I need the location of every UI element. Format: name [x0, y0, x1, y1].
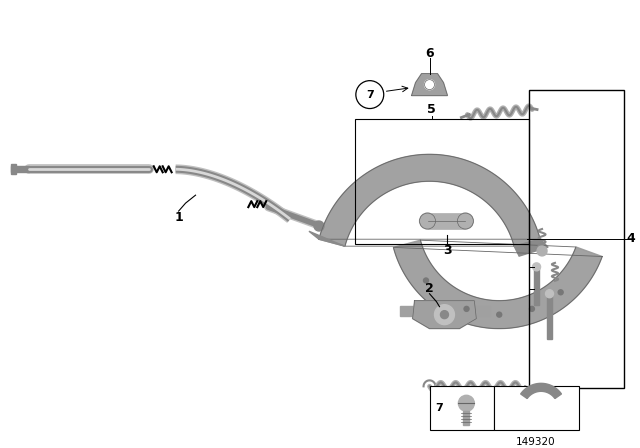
Circle shape — [545, 290, 554, 298]
Circle shape — [529, 306, 534, 311]
Polygon shape — [394, 240, 602, 328]
Bar — [12, 164, 16, 174]
Bar — [429, 386, 494, 430]
Bar — [547, 294, 552, 339]
Bar — [399, 306, 417, 316]
Bar — [12, 166, 29, 172]
Bar — [355, 120, 529, 244]
Circle shape — [532, 263, 541, 271]
Circle shape — [440, 310, 449, 319]
Polygon shape — [514, 239, 548, 256]
Polygon shape — [412, 73, 447, 95]
Text: 7: 7 — [436, 403, 444, 413]
Circle shape — [424, 80, 435, 90]
Circle shape — [458, 213, 474, 229]
Bar — [472, 306, 490, 316]
Bar — [534, 267, 539, 305]
Text: 1: 1 — [174, 211, 183, 224]
Polygon shape — [319, 155, 540, 246]
Polygon shape — [413, 301, 476, 328]
Circle shape — [435, 305, 454, 325]
Text: 4: 4 — [627, 233, 636, 246]
Bar — [494, 386, 579, 430]
Bar — [463, 411, 469, 425]
Bar — [428, 213, 465, 229]
Circle shape — [464, 306, 469, 311]
Polygon shape — [309, 231, 345, 246]
Polygon shape — [521, 383, 561, 399]
Text: 2: 2 — [425, 282, 434, 295]
Circle shape — [314, 221, 324, 231]
Text: 149320: 149320 — [516, 437, 556, 447]
Text: 3: 3 — [443, 245, 452, 258]
Text: 5: 5 — [427, 103, 436, 116]
Text: 7: 7 — [366, 90, 374, 99]
Bar — [529, 90, 624, 388]
Circle shape — [420, 213, 435, 229]
Circle shape — [458, 395, 474, 411]
Text: 6: 6 — [425, 47, 434, 60]
Circle shape — [558, 290, 563, 295]
Circle shape — [497, 312, 502, 317]
Circle shape — [424, 278, 429, 283]
Circle shape — [537, 246, 547, 256]
